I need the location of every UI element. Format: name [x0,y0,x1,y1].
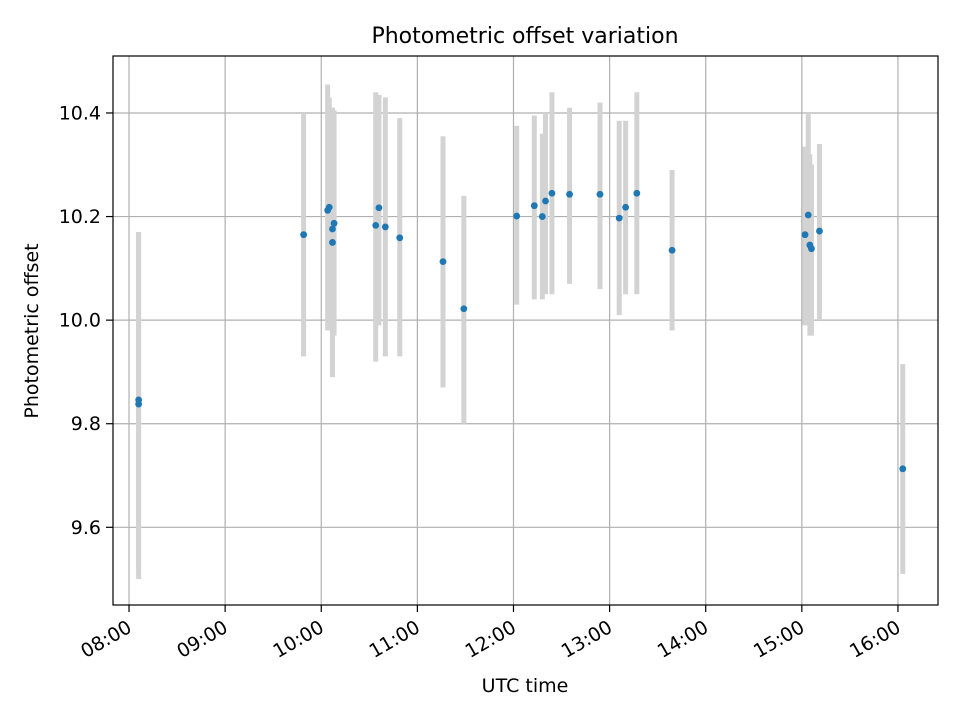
data-point [816,227,823,235]
data-point [801,231,809,239]
data-point [530,202,538,210]
data-point [513,212,521,220]
y-tick-label: 10.2 [59,206,101,228]
data-point [622,203,630,211]
data-point [668,246,676,254]
data-point [460,305,468,313]
data-point [566,190,573,198]
data-point [804,211,812,219]
y-axis-ticks: 9.6 9.8 10.0 10.2 10.4 [59,102,113,539]
data-point [325,203,333,211]
y-tick-label: 9.6 [71,517,101,539]
data-point [372,221,380,229]
data-point [808,245,815,253]
data-point [538,213,546,220]
data-point [300,231,308,239]
y-tick-label: 10.0 [59,310,101,332]
grid [113,56,938,605]
data-point [548,189,556,197]
x-axis-label: UTC time [482,675,569,697]
y-tick-label: 10.4 [59,102,101,124]
data-points [135,189,907,473]
data-point [542,197,549,205]
chart-title: Photometric offset variation [371,24,678,49]
data-point [396,234,404,242]
data-point [330,219,338,227]
y-axis-label: Photometric offset [21,243,43,418]
data-point [899,465,907,473]
data-point [615,214,623,222]
data-point [135,396,143,404]
data-point [633,189,641,197]
y-tick-label: 9.8 [71,413,101,435]
data-point [329,239,336,246]
data-point [596,190,604,198]
data-point [375,204,383,212]
data-point [439,258,447,266]
plot-frame [112,55,939,606]
data-point [381,223,389,231]
data-point [329,225,336,233]
